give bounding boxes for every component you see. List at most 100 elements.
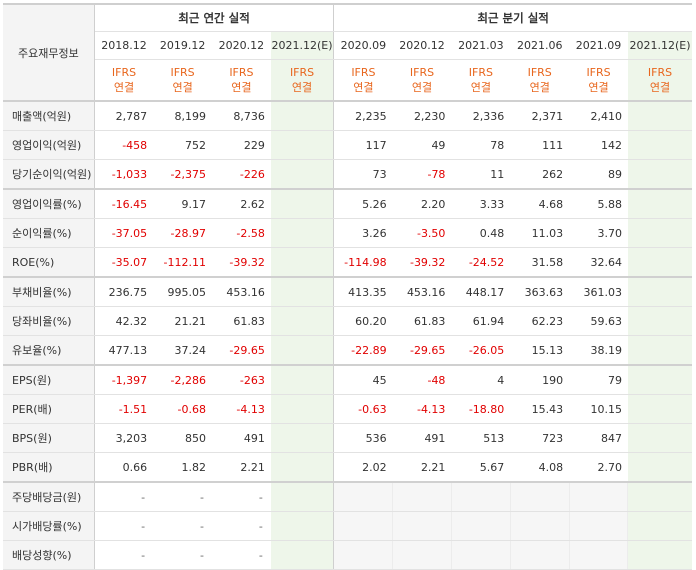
ifrs-label: IFRS 연결 (212, 59, 271, 102)
annual-value-cell: 3,203 (94, 423, 154, 453)
ifrs-line1: IFRS (111, 66, 137, 79)
annual-value-cell (270, 218, 335, 248)
annual-value-cell (270, 452, 335, 483)
annual-value-cell: 1.82 (153, 452, 212, 483)
annual-value-cell: - (212, 540, 271, 570)
row-label: PER(배) (3, 394, 95, 424)
quarter-value-cell (392, 511, 452, 541)
ifrs-line1: IFRS (170, 66, 195, 79)
annual-value-cell (270, 481, 335, 512)
quarter-value-cell: 142 (569, 130, 628, 160)
annual-value-cell: 477.13 (94, 335, 154, 366)
annual-value-cell (270, 540, 335, 570)
quarter-value-cell: 79 (569, 364, 628, 395)
table-row: ROE(%) -35.07 -112.11 -39.32 -114.98 -39.32 -2… (3, 247, 692, 278)
table-row: 유보율(%) 477.13 37.24 -29.65 -22.89 -29.65 -26.0… (3, 335, 692, 366)
table-row: 주당배당금(원) - - - (3, 481, 692, 512)
annual-value-cell: 752 (153, 130, 212, 160)
quarter-value-cell: 61.83 (392, 306, 452, 336)
corner-label: 주요재무정보 (3, 3, 95, 102)
quarter-value-cell (627, 100, 692, 131)
annual-value-cell: 995.05 (153, 276, 212, 307)
quarter-value-cell: -18.80 (451, 394, 511, 424)
ifrs-label: IFRS 연결 (510, 59, 570, 102)
table-row: 당기순이익(억원) -1,033 -2,375 -226 73 -78 11 262 89 (3, 159, 692, 190)
quarter-value-cell: -29.65 (392, 335, 452, 366)
quarter-value-cell: 2,230 (392, 100, 452, 131)
ifrs-line1: IFRS (468, 66, 493, 79)
annual-value-cell (270, 306, 335, 336)
quarter-value-cell: 3.70 (569, 218, 628, 248)
quarter-value-cell: -48 (392, 364, 452, 395)
row-label: 주당배당금(원) (3, 481, 95, 512)
row-label: EPS(원) (3, 364, 95, 395)
annual-value-cell: -16.45 (94, 188, 154, 219)
annual-value-cell: 236.75 (94, 276, 154, 307)
row-label: 영업이익(억원) (3, 130, 95, 160)
quarter-value-cell (627, 423, 692, 453)
row-label: 매출액(억원) (3, 100, 95, 131)
quarter-value-cell: 513 (451, 423, 511, 453)
table-row: 영업이익률(%) -16.45 9.17 2.62 5.26 2.20 3.33 4.68 5.… (3, 188, 692, 219)
row-label: BPS(원) (3, 423, 95, 453)
row-label: 유보율(%) (3, 335, 95, 366)
period-header: 2021.12(E) (270, 31, 335, 60)
annual-value-cell: -4.13 (212, 394, 271, 424)
quarter-value-cell: 3.26 (333, 218, 393, 248)
quarter-value-cell (333, 481, 394, 512)
annual-value-cell (270, 159, 335, 190)
quarter-value-cell (392, 481, 452, 512)
quarter-value-cell: 45 (333, 364, 393, 395)
annual-value-cell: 9.17 (153, 188, 212, 219)
quarter-value-cell: 5.67 (451, 452, 511, 483)
quarter-value-cell: 49 (392, 130, 452, 160)
quarter-value-cell: -78 (392, 159, 452, 190)
quarter-value-cell (569, 481, 629, 512)
annual-value-cell: -226 (212, 159, 271, 190)
ifrs-line2: 연결 (113, 81, 135, 94)
annual-value-cell: - (212, 481, 271, 512)
quarter-value-cell: 60.20 (333, 306, 393, 336)
row-label: 시가배당률(%) (3, 511, 95, 541)
annual-value-cell: - (212, 511, 271, 541)
ifrs-line2: 연결 (529, 81, 550, 94)
quarter-value-cell (627, 364, 692, 395)
annual-value-cell: -1.51 (94, 394, 154, 424)
annual-title: 최근 연간 실적 (94, 3, 335, 32)
annual-value-cell (270, 247, 335, 278)
annual-value-cell: - (94, 540, 154, 570)
quarter-title: 최근 분기 실적 (333, 3, 692, 32)
ifrs-line2: 연결 (411, 81, 433, 94)
quarter-value-cell: 62.23 (510, 306, 570, 336)
quarter-value-cell: 11.03 (510, 218, 570, 248)
annual-value-cell: -39.32 (212, 247, 271, 278)
period-header: 2021.03 (451, 31, 511, 60)
annual-value-cell: - (94, 481, 154, 512)
annual-value-cell: 37.24 (153, 335, 212, 366)
annual-value-cell: 61.83 (212, 306, 271, 336)
ifrs-line1: IFRS (647, 66, 673, 79)
annual-value-cell (270, 511, 335, 541)
quarter-value-cell: 5.88 (569, 188, 628, 219)
period-header: 2019.12 (153, 31, 212, 60)
quarter-value-cell: 4.08 (510, 452, 570, 483)
period-header: 2020.09 (333, 31, 393, 60)
quarter-value-cell: 723 (510, 423, 570, 453)
quarter-value-cell: 536 (333, 423, 393, 453)
annual-value-cell (270, 335, 335, 366)
quarter-value-cell: 453.16 (392, 276, 452, 307)
quarter-value-cell: 0.48 (451, 218, 511, 248)
quarter-value-cell: -24.52 (451, 247, 511, 278)
table-row: EPS(원) -1,397 -2,286 -263 45 -48 4 190 79 (3, 364, 692, 395)
annual-value-cell: -0.68 (153, 394, 212, 424)
quarter-value-cell: 2.21 (392, 452, 452, 483)
quarter-value-cell (451, 511, 511, 541)
row-label: 순이익률(%) (3, 218, 95, 248)
annual-value-cell: -2.58 (212, 218, 271, 248)
quarter-value-cell (510, 481, 570, 512)
quarter-value-cell: 78 (451, 130, 511, 160)
quarter-value-cell: 363.63 (510, 276, 570, 307)
quarter-value-cell: 15.43 (510, 394, 570, 424)
ifrs-line1: IFRS (351, 66, 376, 79)
quarter-value-cell (510, 540, 570, 570)
